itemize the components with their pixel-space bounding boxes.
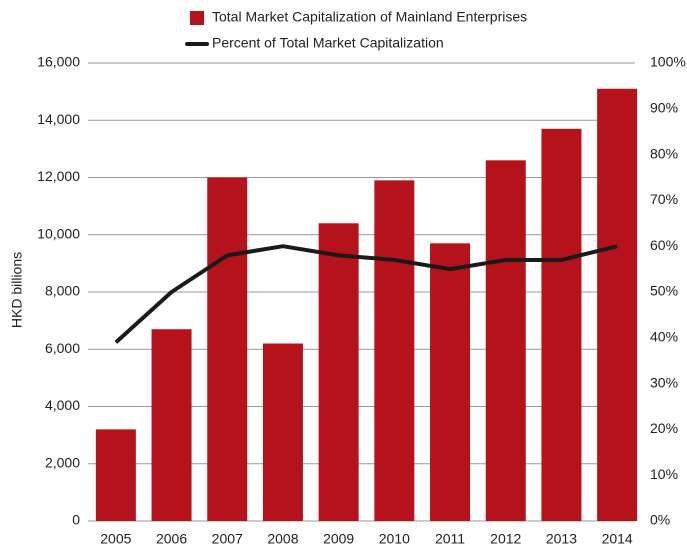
y-tick-label: 4,000 [45, 397, 80, 413]
bar [374, 180, 415, 522]
y-tick-label: 0 [72, 512, 80, 528]
y-tick-label: 14,000 [37, 111, 80, 127]
x-tick-label: 2008 [267, 531, 298, 547]
x-tick-label: 2011 [435, 531, 465, 547]
bar [485, 160, 526, 521]
y-tick-label: 12,000 [37, 168, 80, 184]
y2-tick-label: 10% [650, 466, 678, 482]
bar [541, 128, 582, 521]
x-tick-label: 2014 [602, 531, 633, 547]
legend-label: Percent of Total Market Capitalization [212, 35, 444, 51]
bar [207, 177, 248, 521]
x-tick-label: 2007 [212, 531, 243, 547]
y-tick-label: 6,000 [45, 340, 80, 356]
y2-tick-label: 40% [650, 329, 678, 345]
y-tick-label: 10,000 [37, 225, 80, 241]
y2-tick-label: 90% [650, 100, 678, 116]
y2-tick-label: 0% [650, 512, 670, 528]
y-axis-label: HKD billions [9, 252, 25, 328]
x-tick-label: 2005 [100, 531, 131, 547]
y-tick-label: 16,000 [37, 54, 80, 70]
x-tick-label: 2006 [156, 531, 187, 547]
x-tick-label: 2009 [323, 531, 354, 547]
y2-tick-label: 20% [650, 420, 678, 436]
y2-tick-label: 30% [650, 374, 678, 390]
bar [95, 429, 136, 521]
bar [262, 343, 303, 521]
line [114, 244, 618, 344]
bar [430, 243, 471, 521]
y2-tick-label: 100% [650, 54, 686, 70]
y2-tick-label: 50% [650, 283, 678, 299]
legend-swatch [190, 11, 204, 25]
bar [597, 88, 638, 521]
bar [151, 329, 192, 521]
legend-label: Total Market Capitalization of Mainland … [212, 9, 527, 25]
x-tick-label: 2012 [490, 531, 521, 547]
y-tick-label: 2,000 [45, 454, 80, 470]
y-tick-label: 8,000 [45, 283, 80, 299]
y2-tick-label: 70% [650, 191, 678, 207]
x-tick-label: 2010 [379, 531, 410, 547]
y2-tick-label: 80% [650, 145, 678, 161]
x-tick-label: 2013 [546, 531, 577, 547]
y2-tick-label: 60% [650, 237, 678, 253]
bar [318, 223, 359, 522]
